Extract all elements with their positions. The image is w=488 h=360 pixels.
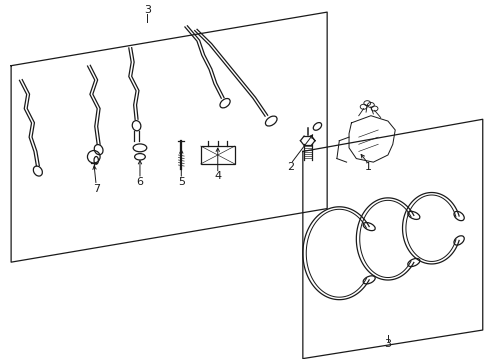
Text: 5: 5: [178, 177, 184, 187]
Text: 7: 7: [92, 184, 100, 194]
Text: 2: 2: [286, 162, 294, 172]
Text: 3: 3: [143, 5, 150, 15]
Text: 1: 1: [364, 162, 371, 172]
Text: 6: 6: [136, 177, 143, 187]
Text: 4: 4: [214, 171, 221, 181]
Bar: [201, 146, 234, 164]
Text: 3: 3: [384, 339, 390, 349]
